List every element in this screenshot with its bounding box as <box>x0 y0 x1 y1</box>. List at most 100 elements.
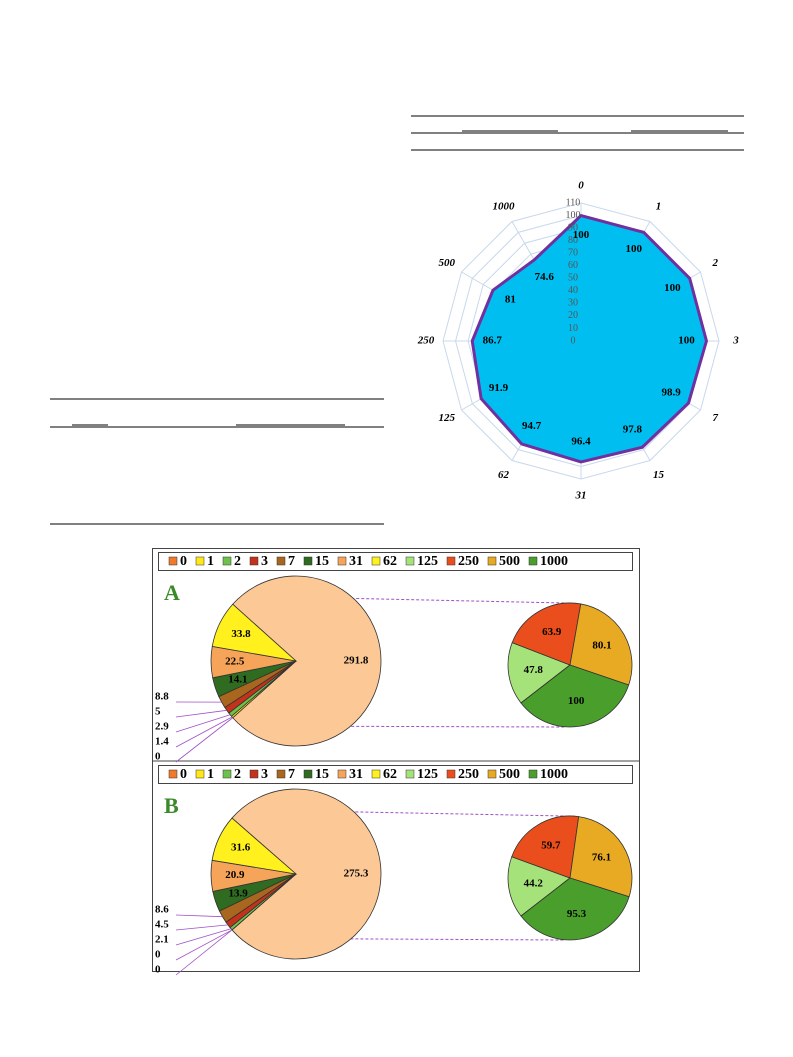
radar-area <box>470 214 708 464</box>
slice-label: 13.9 <box>228 887 248 899</box>
slice-label: 2.1 <box>155 934 169 946</box>
legend-swatch <box>249 769 259 779</box>
connector <box>240 937 566 941</box>
legend-label: 250 <box>458 554 479 569</box>
r-tick-label: 40 <box>568 285 578 296</box>
legend-swatch <box>371 556 381 566</box>
slice-label: 275.3 <box>344 868 369 880</box>
legend-label: 1 <box>207 767 214 782</box>
legend-swatch <box>446 556 456 566</box>
slice-label: 22.5 <box>225 655 245 667</box>
leader-line <box>175 924 228 931</box>
legend-label: 1000 <box>540 767 568 782</box>
legend-swatch <box>487 769 497 779</box>
slice-label: 63.9 <box>542 626 562 638</box>
legend-swatch <box>168 556 178 566</box>
r-tick-label: 80 <box>568 235 578 246</box>
slice-label: 100 <box>568 695 585 707</box>
leader-line <box>175 928 232 946</box>
value-label: 94.7 <box>522 420 542 432</box>
panel-label: B <box>164 793 179 818</box>
value-label: 96.4 <box>571 435 591 447</box>
legend-label: 15 <box>315 554 329 569</box>
legend-label: 2 <box>234 767 241 782</box>
slice-label: 59.7 <box>541 840 561 852</box>
slice-label: 47.8 <box>524 664 544 676</box>
legend-swatch <box>195 556 205 566</box>
pie-slice <box>211 817 298 875</box>
category-label: 31 <box>575 490 587 502</box>
leader-line <box>175 717 233 763</box>
legend-label: 31 <box>349 767 363 782</box>
pie-slice <box>520 877 630 941</box>
legend-label: 62 <box>383 767 397 782</box>
pie-slice <box>511 815 580 879</box>
value-label: 74.6 <box>535 271 555 283</box>
r-tick-label: 70 <box>568 247 578 258</box>
legend-swatch <box>528 556 538 566</box>
legend-swatch <box>446 769 456 779</box>
slice-label: 0 <box>155 751 161 763</box>
leader-line <box>175 714 231 733</box>
connector <box>241 595 566 604</box>
pie-slice <box>569 816 633 898</box>
legend-swatch <box>222 556 232 566</box>
value-label: 100 <box>664 282 681 294</box>
category-label: 1 <box>656 200 662 212</box>
slice-label: 44.2 <box>524 877 544 889</box>
pie-slice <box>511 602 582 666</box>
legend-swatch <box>249 556 259 566</box>
legend-swatch <box>405 556 415 566</box>
r-tick-label: 0 <box>571 335 576 346</box>
pie-slice <box>211 603 298 662</box>
slice-label: 5 <box>155 706 161 718</box>
category-label: 3 <box>732 335 739 347</box>
category-label: 250 <box>417 335 435 347</box>
table-rules-right <box>411 115 744 151</box>
legend-swatch <box>195 769 205 779</box>
category-label: 1000 <box>493 200 516 212</box>
pie-slice <box>232 575 382 747</box>
category-label: 500 <box>439 257 456 269</box>
slice-label: 2.9 <box>155 721 169 733</box>
slice-label: 0 <box>155 949 161 961</box>
value-label: 98.9 <box>662 387 682 399</box>
pie-slice <box>231 788 382 960</box>
slice-label: 4.5 <box>155 919 169 931</box>
legend-label: 31 <box>349 554 363 569</box>
legend-label: 500 <box>499 554 520 569</box>
legend-swatch <box>337 769 347 779</box>
legend-swatch <box>528 769 538 779</box>
legend-label: 0 <box>180 554 187 569</box>
slice-label: 14.1 <box>228 674 247 686</box>
legend-label: 0 <box>180 767 187 782</box>
slice-label: 1.4 <box>155 736 169 748</box>
value-label: 100 <box>625 243 642 255</box>
r-tick-label: 10 <box>568 323 578 334</box>
panel-label: A <box>164 580 180 605</box>
pie-slice <box>507 642 571 704</box>
category-label: 0 <box>578 180 584 192</box>
legend-label: 7 <box>288 554 295 569</box>
legend-label: 125 <box>417 554 438 569</box>
slice-label: 291.8 <box>344 655 369 667</box>
legend-swatch <box>168 769 178 779</box>
category-label: 125 <box>439 412 456 424</box>
legend-label: 2 <box>234 554 241 569</box>
legend-label: 3 <box>261 767 268 782</box>
figure-frame <box>152 548 640 972</box>
legend-swatch <box>337 556 347 566</box>
category-label: 7 <box>712 412 718 424</box>
value-label: 100 <box>678 335 695 347</box>
legend-label: 1 <box>207 554 214 569</box>
legend-label: 125 <box>417 767 438 782</box>
leader-line <box>175 929 233 961</box>
slice-label: 20.9 <box>225 869 245 881</box>
value-label: 91.9 <box>489 382 509 394</box>
leader-line <box>175 716 233 748</box>
connector <box>241 725 566 728</box>
value-label: 86.7 <box>483 335 503 347</box>
connector <box>240 809 566 817</box>
table-rules-left <box>50 398 384 525</box>
